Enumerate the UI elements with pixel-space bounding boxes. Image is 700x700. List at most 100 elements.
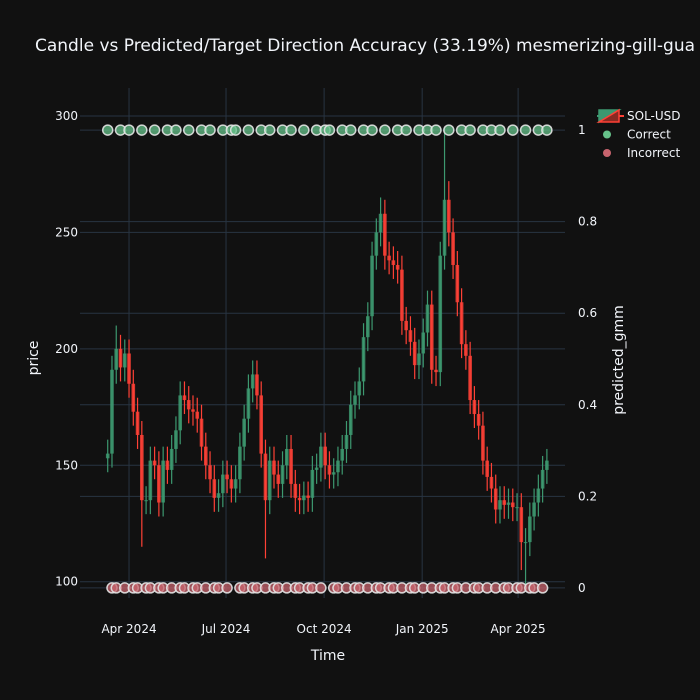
y2-axis-label: predicted_gmm bbox=[611, 305, 627, 415]
candle-body bbox=[481, 425, 485, 461]
correct-marker bbox=[494, 124, 506, 136]
candle-body bbox=[472, 400, 477, 415]
legend-label: Correct bbox=[627, 128, 671, 142]
candle-body bbox=[387, 255, 391, 261]
candle-body bbox=[127, 353, 131, 384]
candle-body bbox=[468, 355, 472, 401]
correct-marker bbox=[204, 124, 216, 136]
legend-label: Incorrect bbox=[627, 146, 680, 160]
candle-body bbox=[404, 320, 408, 331]
candle-body bbox=[489, 476, 494, 489]
candle-body bbox=[442, 199, 447, 256]
incorrect-marker bbox=[221, 582, 233, 594]
candle-body bbox=[131, 383, 136, 412]
candle-body bbox=[395, 264, 400, 270]
candle-body bbox=[152, 460, 157, 466]
y2-tick-label: 0.4 bbox=[578, 398, 597, 412]
candle-body bbox=[485, 460, 489, 477]
candle-body bbox=[182, 395, 187, 401]
candle-body bbox=[238, 446, 242, 480]
candle-body bbox=[476, 414, 481, 426]
candle-body bbox=[519, 507, 524, 543]
legend-candle-icon bbox=[596, 108, 620, 123]
candle-body bbox=[455, 264, 460, 303]
candle-body bbox=[212, 479, 217, 498]
candle-body bbox=[327, 465, 332, 475]
y2-tick-label: 1 bbox=[578, 123, 586, 137]
candle-body bbox=[135, 411, 140, 435]
candle-body bbox=[336, 460, 340, 473]
candle-body bbox=[340, 448, 345, 461]
correct-legend-icon bbox=[603, 130, 611, 139]
correct-marker bbox=[430, 124, 442, 136]
candle-body bbox=[259, 395, 264, 454]
correct-marker bbox=[366, 124, 378, 136]
candle-body bbox=[122, 353, 127, 368]
y2-tick-label: 0.2 bbox=[578, 489, 597, 503]
candle-body bbox=[105, 453, 110, 459]
candle-body bbox=[400, 269, 404, 321]
candle-body bbox=[528, 516, 532, 543]
correct-marker bbox=[170, 124, 182, 136]
y-tick-label: 250 bbox=[55, 225, 78, 239]
grid bbox=[80, 88, 565, 598]
candle-body bbox=[144, 500, 148, 502]
candle-body bbox=[178, 395, 182, 431]
candle-body bbox=[174, 430, 178, 449]
candle-body bbox=[383, 213, 387, 256]
y-tick-label: 150 bbox=[55, 458, 78, 472]
legend: SOL-USD Correct Incorrect bbox=[596, 108, 681, 160]
correct-marker bbox=[101, 124, 114, 136]
candle-body bbox=[114, 348, 119, 370]
candle-body bbox=[289, 448, 293, 484]
candle-body bbox=[532, 502, 536, 517]
candle-body bbox=[314, 467, 319, 470]
candle-body bbox=[510, 502, 515, 508]
y-tick-label: 300 bbox=[55, 109, 78, 123]
correct-marker bbox=[400, 124, 412, 136]
candle-body bbox=[233, 479, 238, 489]
x-tick-label: Jan 2025 bbox=[395, 622, 449, 636]
candle-body bbox=[429, 304, 434, 370]
x-tick-label: Oct 2024 bbox=[297, 622, 352, 636]
chart-title: Candle vs Predicted/Target Direction Acc… bbox=[35, 36, 695, 56]
candle-body bbox=[502, 500, 507, 505]
correct-marker bbox=[519, 124, 532, 136]
correct-marker bbox=[379, 124, 391, 136]
axes: Apr 2024 Jul 2024 Oct 2024 Jan 2025 Apr 2025… bbox=[55, 109, 597, 636]
y-axis-label: price bbox=[26, 341, 42, 376]
candle-body bbox=[523, 542, 528, 544]
correct-marker bbox=[182, 124, 195, 136]
x-tick-label: Jul 2024 bbox=[201, 622, 251, 636]
candle-body bbox=[148, 460, 153, 501]
correct-marker bbox=[507, 124, 519, 136]
candle-body bbox=[493, 488, 498, 510]
candle-body bbox=[169, 448, 174, 470]
y2-tick-label: 0 bbox=[578, 581, 586, 595]
candle-body bbox=[306, 495, 310, 498]
candles bbox=[105, 127, 549, 585]
candle-body bbox=[357, 381, 362, 396]
candle-body bbox=[297, 497, 302, 501]
candle-body bbox=[161, 460, 165, 503]
correct-marker bbox=[541, 124, 553, 136]
candle-body bbox=[331, 472, 336, 475]
candle-body bbox=[319, 446, 323, 468]
candle-body bbox=[536, 488, 541, 503]
correct-marker bbox=[242, 124, 255, 136]
y2-tick-label: 0.6 bbox=[578, 306, 597, 320]
x-tick-label: Apr 2024 bbox=[101, 622, 156, 636]
y-tick-label: 200 bbox=[55, 342, 78, 356]
candle-body bbox=[229, 479, 234, 489]
candle-body bbox=[110, 369, 114, 454]
candle-body bbox=[545, 460, 549, 470]
candle-body bbox=[225, 474, 229, 480]
candle-body bbox=[195, 411, 200, 419]
candle-body bbox=[438, 255, 443, 373]
candle-body bbox=[417, 353, 421, 366]
x-axis-label: Time bbox=[310, 648, 345, 664]
candle-body bbox=[498, 500, 502, 510]
candle-body bbox=[157, 465, 161, 503]
correct-marker bbox=[285, 124, 297, 136]
